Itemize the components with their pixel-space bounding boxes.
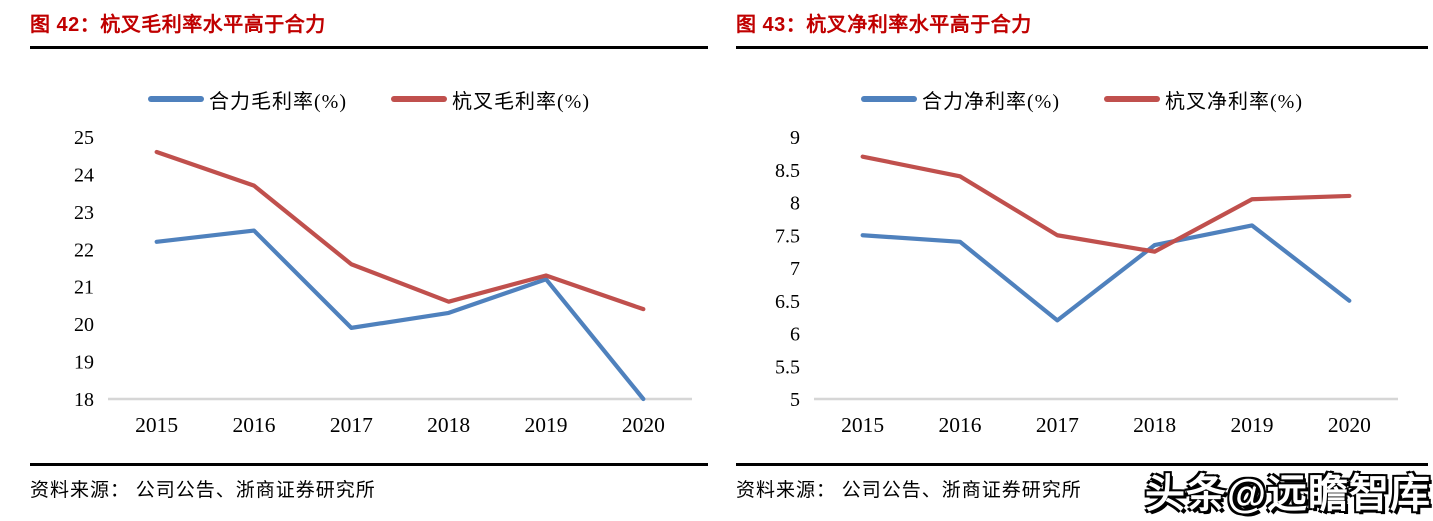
y-tick-label: 6 (790, 324, 800, 346)
y-tick-label: 20 (74, 314, 94, 336)
x-tick-label: 2020 (622, 413, 665, 437)
legend-label: 杭叉毛利率(%) (452, 90, 590, 113)
figure-42-line-chart: 25 24 23 22 21 20 19 18 2015 2016 2017 2018 2019 2020 (30, 117, 708, 449)
x-tick-label: 2015 (841, 413, 884, 437)
y-tick-label: 7 (790, 258, 800, 280)
y-tick-label: 18 (74, 389, 94, 411)
figure-43-panel: 图 43：杭叉净利率水平高于合力 合力净利率(%) 杭叉净利率(%) 9 8.5 8 7… (736, 8, 1428, 502)
figure-42-title-divider (30, 46, 708, 49)
y-tick-label: 19 (74, 352, 94, 374)
legend-line-swatch (148, 96, 205, 102)
y-tick-label: 8 (790, 193, 800, 215)
figure-43-title-divider (736, 46, 1428, 49)
series-line-0 (860, 223, 1352, 323)
legend-label: 合力毛利率(%) (209, 90, 347, 113)
figure-43-title: 图 43：杭叉净利率水平高于合力 (736, 14, 1032, 36)
x-tick-label: 2017 (1036, 413, 1079, 437)
x-tick-label: 2015 (135, 413, 178, 437)
legend-item-0: 合力净利率(%) (861, 85, 1060, 114)
legend-item-0: 合力毛利率(%) (148, 85, 347, 114)
y-tick-label: 24 (74, 164, 94, 186)
series-line-1 (154, 149, 646, 312)
legend-label: 合力净利率(%) (922, 90, 1060, 113)
y-tick-label: 5 (790, 389, 800, 411)
x-tick-label: 2018 (427, 413, 470, 437)
x-tick-label: 2016 (939, 413, 982, 437)
legend-line-swatch (391, 96, 447, 102)
y-tick-label: 25 (74, 127, 94, 149)
figure-row: 图 42：杭叉毛利率水平高于合力 合力毛利率(%) 杭叉毛利率(%) 25 24 23… (30, 8, 1428, 502)
legend-item-1: 杭叉毛利率(%) (391, 85, 590, 114)
chart-plot-area: 9 8.5 8 7.5 7 6.5 6 5.5 5 2015 2016 2017 2018 2019 202… (775, 127, 1398, 437)
figure-42-source-divider (30, 463, 708, 466)
legend-line-swatch (861, 96, 918, 102)
figure-43-line-chart: 9 8.5 8 7.5 7 6.5 6 5.5 5 2015 2016 2017 2018 2019 202… (736, 117, 1428, 449)
figure-43-source-divider (736, 463, 1428, 466)
figure-42-source-note: 资料来源： 公司公告、浙商证券研究所 (30, 480, 376, 501)
legend-item-1: 杭叉净利率(%) (1104, 85, 1303, 114)
figure-42-legend: 合力毛利率(%) 杭叉毛利率(%) (30, 83, 708, 115)
y-tick-label: 22 (74, 239, 94, 261)
y-tick-label: 9 (790, 127, 800, 149)
series-line-1 (860, 154, 1352, 254)
x-tick-label: 2017 (330, 413, 373, 437)
y-tick-label: 8.5 (775, 160, 800, 182)
x-tick-label: 2020 (1328, 413, 1371, 437)
legend-label: 杭叉净利率(%) (1165, 90, 1303, 113)
x-tick-label: 2016 (233, 413, 276, 437)
x-tick-label: 2019 (525, 413, 568, 437)
x-tick-label: 2018 (1133, 413, 1176, 437)
y-tick-label: 5.5 (775, 356, 800, 378)
figure-42-panel: 图 42：杭叉毛利率水平高于合力 合力毛利率(%) 杭叉毛利率(%) 25 24 23… (30, 8, 708, 502)
figure-42-title: 图 42：杭叉毛利率水平高于合力 (30, 14, 326, 36)
legend-line-swatch (1104, 96, 1160, 102)
x-tick-label: 2019 (1231, 413, 1274, 437)
y-tick-label: 7.5 (775, 225, 800, 247)
series-line-0 (154, 228, 646, 402)
y-tick-label: 6.5 (775, 291, 800, 313)
toutiao-watermark: 头条@远瞻智库 (1144, 472, 1431, 516)
y-tick-label: 23 (74, 202, 94, 224)
y-tick-label: 21 (74, 277, 94, 299)
figure-43-source-note: 资料来源： 公司公告、浙商证券研究所 (736, 480, 1082, 501)
figure-43-legend: 合力净利率(%) 杭叉净利率(%) (736, 83, 1428, 115)
